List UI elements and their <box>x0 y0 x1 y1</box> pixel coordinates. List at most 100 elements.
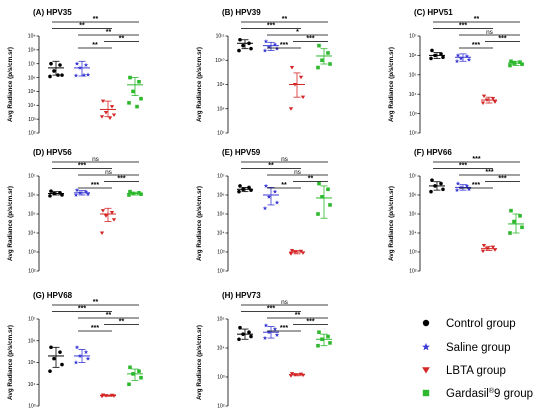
data-point <box>328 62 332 66</box>
legend-item: Gardasil®9 group <box>422 387 533 400</box>
data-point <box>137 191 141 195</box>
significance-label: *** <box>306 319 314 326</box>
data-point <box>458 56 464 61</box>
y-tick-label: 10⁶ <box>409 53 417 59</box>
data-point <box>107 116 113 120</box>
data-point <box>249 334 253 339</box>
significance-label: ** <box>474 16 480 23</box>
y-tick-label: 10³ <box>409 111 417 117</box>
data-point <box>247 41 251 46</box>
y-tick-label: 10⁷ <box>28 61 36 67</box>
y-axis-label: Avg Radiance (p/s/cm.sr) <box>7 186 14 261</box>
data-point <box>48 194 52 198</box>
y-tick-label: 10⁸ <box>217 106 225 112</box>
y-tick-label: 10¹⁰ <box>215 58 224 64</box>
data-point <box>518 60 522 64</box>
significance-label: *** <box>485 169 493 176</box>
data-point <box>103 111 109 115</box>
significance-label: ns <box>92 156 100 163</box>
significance-label: ns <box>486 29 494 36</box>
significance-label: *** <box>472 42 480 49</box>
data-point <box>83 189 89 194</box>
data-point <box>317 330 321 335</box>
data-point <box>262 205 268 211</box>
legend-label: Saline group <box>446 342 511 354</box>
data-point <box>300 251 306 255</box>
panel-title: (E) HPV59 <box>222 148 261 157</box>
y-tick-label: 10¹¹ <box>216 34 225 40</box>
y-tick-label: 10⁷ <box>217 174 225 180</box>
data-point <box>263 183 269 188</box>
data-point <box>238 37 242 42</box>
data-point <box>429 56 433 61</box>
data-point <box>288 252 294 256</box>
significance-label: ** <box>268 163 274 170</box>
y-tick-label: 10⁷ <box>28 174 36 180</box>
data-point <box>237 189 241 194</box>
y-tick-label: 10⁵ <box>217 317 225 323</box>
data-point <box>484 247 490 251</box>
panel-b: (B) HPV39 Avg Radiance (p/s/cm.sr) 10¹¹ 10¹… <box>196 8 332 137</box>
significance-label: *** <box>78 306 86 313</box>
data-point <box>249 46 253 51</box>
data-point <box>439 181 443 186</box>
data-point <box>316 65 320 70</box>
data-point <box>464 53 470 59</box>
data-point <box>60 362 64 367</box>
data-point <box>289 248 295 253</box>
data-point <box>320 195 324 199</box>
data-point <box>99 394 105 399</box>
legend-marker <box>422 342 430 351</box>
significance-label: *** <box>91 325 99 332</box>
data-point <box>81 72 87 78</box>
data-point <box>48 74 52 79</box>
data-point <box>52 191 56 196</box>
significance-label: ** <box>106 312 112 319</box>
panels: (A) HPV35 Avg Radiance (p/s/cm.sr) 10⁹ 10⁸ 1… <box>7 8 524 410</box>
panel-f: (F) HPV66 Avg Radiance (p/s/cm.sr) 10⁷ 10⁶ 1… <box>388 148 524 275</box>
data-point <box>103 214 109 218</box>
data-point <box>317 43 321 48</box>
y-tick-label: 10⁴ <box>28 231 36 237</box>
significance-label: *** <box>117 176 125 183</box>
legend-label-text: Gardasil <box>446 388 489 400</box>
data-point <box>439 52 443 56</box>
panel-e: (E) HPV59 Avg Radiance (p/s/cm.sr) 10⁷ 10⁶ 1… <box>196 148 332 275</box>
data-point <box>74 187 80 193</box>
data-point <box>52 69 56 73</box>
data-point <box>466 186 472 192</box>
data-point <box>127 193 131 197</box>
significance-label: *** <box>267 23 275 30</box>
data-point <box>131 191 135 196</box>
data-point <box>73 192 79 197</box>
significance-label: *** <box>280 42 288 49</box>
data-point <box>288 107 294 111</box>
panel-title: (C) HPV51 <box>414 8 453 17</box>
y-tick-label: 10⁴ <box>409 231 417 237</box>
data-point <box>237 337 241 342</box>
data-point <box>274 46 280 51</box>
panel-c: (C) HPV51 Avg Radiance (p/s/cm.sr) 10⁷ 10⁶ 1… <box>388 8 524 137</box>
data-point <box>455 181 461 186</box>
y-tick-label: 10⁵ <box>409 73 417 79</box>
data-point <box>73 73 79 78</box>
significance-label: *** <box>498 36 506 43</box>
data-point <box>73 360 79 365</box>
data-point <box>137 79 141 84</box>
data-point <box>263 323 269 328</box>
y-tick-label: 10⁵ <box>28 89 36 95</box>
data-point <box>48 369 52 373</box>
data-point <box>441 55 445 60</box>
legend-marker <box>422 389 430 397</box>
data-point <box>490 245 496 250</box>
y-axis-label: Avg Radiance (p/s/cm.sr) <box>388 47 395 122</box>
data-point <box>508 231 512 235</box>
y-tick-label: 10³ <box>28 404 36 410</box>
y-tick-label: 10⁴ <box>217 346 225 352</box>
data-point <box>58 350 62 354</box>
data-point <box>512 219 516 224</box>
y-tick-label: 10⁶ <box>28 193 36 199</box>
panel-title: (B) HPV39 <box>222 8 261 17</box>
data-point <box>274 200 280 205</box>
